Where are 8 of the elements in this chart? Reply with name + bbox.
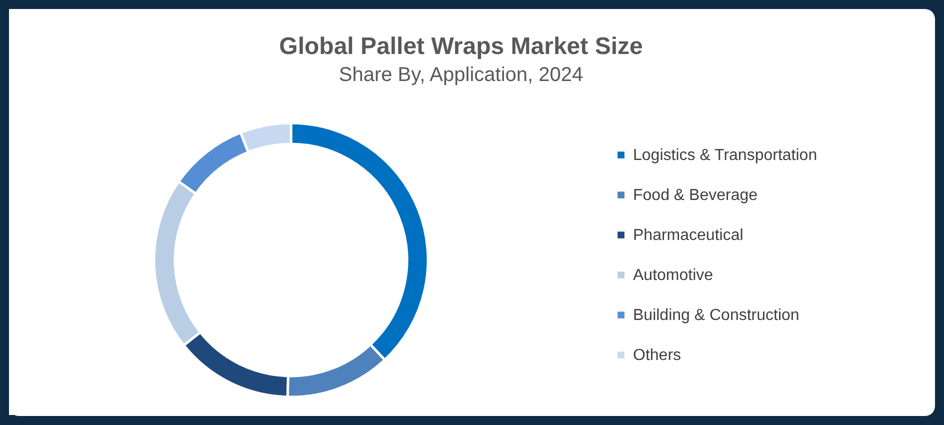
legend-label: Food & Beverage xyxy=(633,187,758,204)
legend-label: Pharmaceutical xyxy=(633,227,744,244)
chart-subtitle: Share By, Application, 2024 xyxy=(338,64,584,86)
chart-title: Global Pallet Wraps Market Size xyxy=(279,33,643,60)
legend-label: Automotive xyxy=(633,267,714,284)
legend-label: Building & Construction xyxy=(633,307,800,324)
legend-label: Others xyxy=(633,347,682,364)
legend-label: Logistics & Transportation xyxy=(633,147,818,164)
